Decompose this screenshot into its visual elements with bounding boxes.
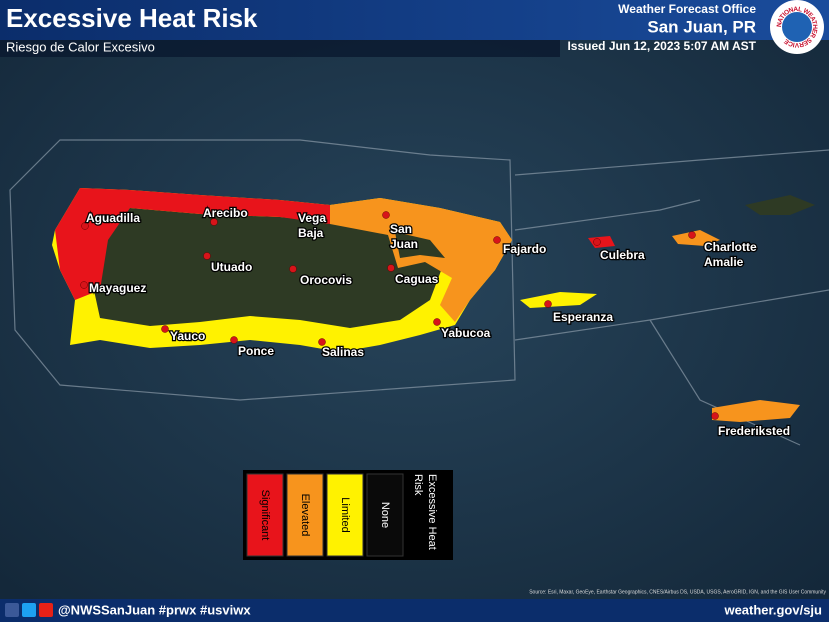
attribution: Source: Esri, Maxar, GeoEye, Earthstar G… xyxy=(529,589,826,595)
footer-website: weather.gov/sju xyxy=(723,602,822,617)
legend-label: Significant xyxy=(259,490,271,541)
legend-title: Excessive Heat xyxy=(426,474,438,550)
boundaries xyxy=(9,139,829,446)
place-dot xyxy=(318,338,326,346)
legend-title: Risk xyxy=(412,474,424,496)
issued: Issued Jun 12, 2023 5:07 AM AST xyxy=(567,39,756,53)
header-bar xyxy=(0,0,829,40)
place-label: Yauco xyxy=(170,329,205,343)
office: Weather Forecast Office xyxy=(618,2,756,16)
place-label: Culebra xyxy=(600,248,645,262)
place-label: Baja xyxy=(298,226,324,240)
place-dot xyxy=(80,281,88,289)
place-label: Salinas xyxy=(322,345,364,359)
place-label: Mayaguez xyxy=(89,281,146,295)
legend-swatch xyxy=(246,473,284,557)
legend-swatch xyxy=(286,473,324,557)
place-label: Amalie xyxy=(704,255,744,269)
place-dot xyxy=(161,325,169,333)
legend-label: Limited xyxy=(339,497,351,532)
place-label: Esperanza xyxy=(553,310,613,324)
place-dot xyxy=(382,211,390,219)
place-dot xyxy=(203,252,211,260)
title: Excessive Heat Risk xyxy=(6,3,258,33)
place-dot xyxy=(688,231,696,239)
place-label: Frederiksted xyxy=(718,424,790,438)
place-dot xyxy=(230,336,238,344)
place-dot xyxy=(387,264,395,272)
place-label: Caguas xyxy=(395,272,439,286)
place-label: Orocovis xyxy=(300,273,352,287)
place-label: Utuado xyxy=(211,260,252,274)
social-icons xyxy=(5,603,53,617)
nws-logo: NATIONAL WEATHER SERVICE xyxy=(770,0,824,54)
subtitle: Riesgo de Calor Excesivo xyxy=(6,39,155,54)
footer-handle: @NWSSanJuan #prwx #usviwx xyxy=(58,602,251,617)
location: San Juan, PR xyxy=(647,17,756,36)
place-dot xyxy=(210,218,218,226)
place-dot xyxy=(493,236,501,244)
islands xyxy=(52,188,815,422)
legend-swatch xyxy=(326,473,364,557)
place-dot xyxy=(433,318,441,326)
place-label: Yabucoa xyxy=(441,326,491,340)
place-dot xyxy=(81,222,89,230)
legend-swatch xyxy=(366,473,404,557)
place-label: Charlotte xyxy=(704,240,757,254)
footer-bar xyxy=(0,599,829,622)
subtitle-bar xyxy=(0,40,560,57)
place-label: Arecibo xyxy=(203,206,248,220)
place-dot xyxy=(298,214,306,222)
legend: Significant Elevated Limited None Excessive … xyxy=(243,470,453,560)
legend-label: None xyxy=(379,502,391,528)
place-label: Aguadilla xyxy=(86,211,140,225)
legend-label: Elevated xyxy=(299,494,311,537)
place-dot xyxy=(711,412,719,420)
place-dot xyxy=(544,300,552,308)
place-label: Juan xyxy=(390,237,418,251)
place-label: Fajardo xyxy=(503,242,546,256)
place-label: Vega xyxy=(298,211,326,225)
place-label: Ponce xyxy=(238,344,274,358)
place-label: San xyxy=(390,222,412,236)
place-dot xyxy=(593,238,601,246)
place-dot xyxy=(289,265,297,273)
